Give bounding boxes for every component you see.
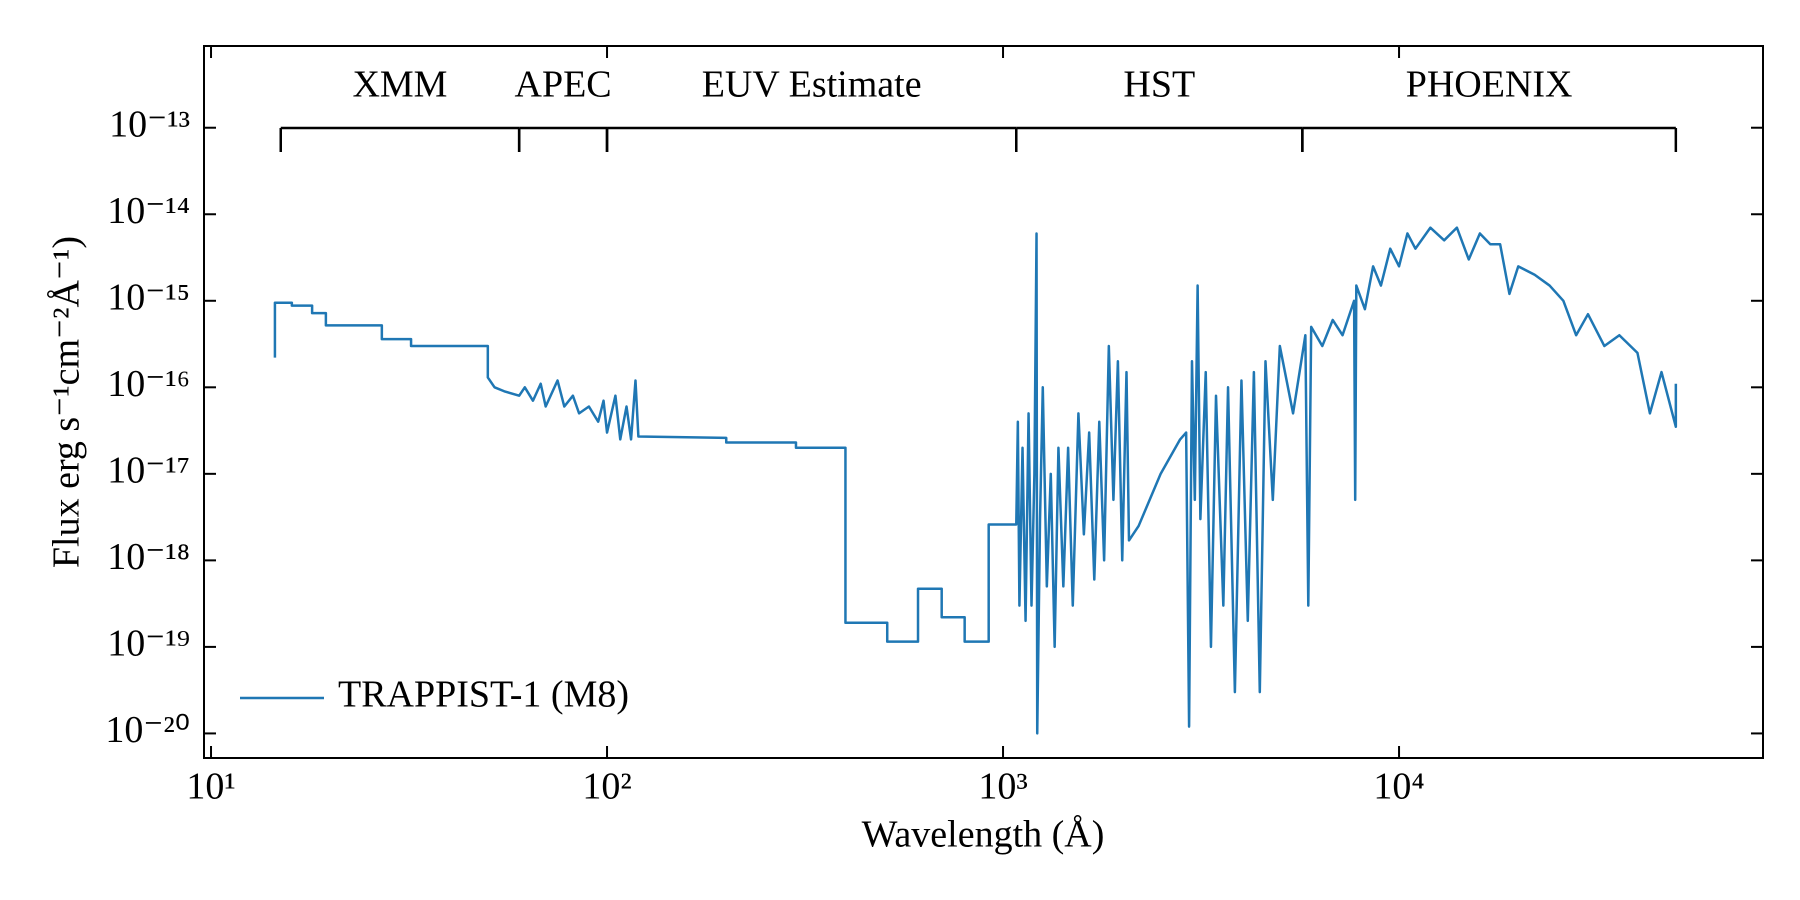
x-tick-label: 10⁴	[1373, 766, 1424, 808]
legend-label: TRAPPIST-1 (M8)	[338, 674, 629, 716]
y-tick-label: 10⁻¹³	[109, 103, 190, 145]
y-axis-label: Flux erg s⁻¹cm⁻²Å⁻¹)	[46, 236, 88, 568]
region-label: EUV Estimate	[702, 64, 922, 106]
region-label: HST	[1123, 64, 1195, 106]
region-label: APEC	[515, 64, 612, 106]
y-tick-label: 10⁻¹⁶	[107, 363, 190, 405]
x-tick-label: 10³	[978, 766, 1027, 808]
y-tick-label: 10⁻¹⁸	[107, 536, 190, 578]
y-tick-label: 10⁻²⁰	[105, 709, 190, 751]
y-tick-label: 10⁻¹⁷	[107, 450, 190, 492]
x-tick-label: 10¹	[186, 766, 235, 808]
region-label: XMM	[352, 64, 447, 106]
x-axis-label: Wavelength (Å)	[862, 814, 1105, 856]
region-label: PHOENIX	[1406, 64, 1573, 106]
y-tick-label: 10⁻¹⁹	[107, 623, 190, 665]
plot-frame	[203, 45, 1764, 759]
x-tick-label: 10²	[582, 766, 631, 808]
y-tick-label: 10⁻¹⁵	[107, 277, 190, 319]
y-tick-label: 10⁻¹⁴	[107, 190, 190, 232]
spectrum-line	[273, 226, 1678, 735]
